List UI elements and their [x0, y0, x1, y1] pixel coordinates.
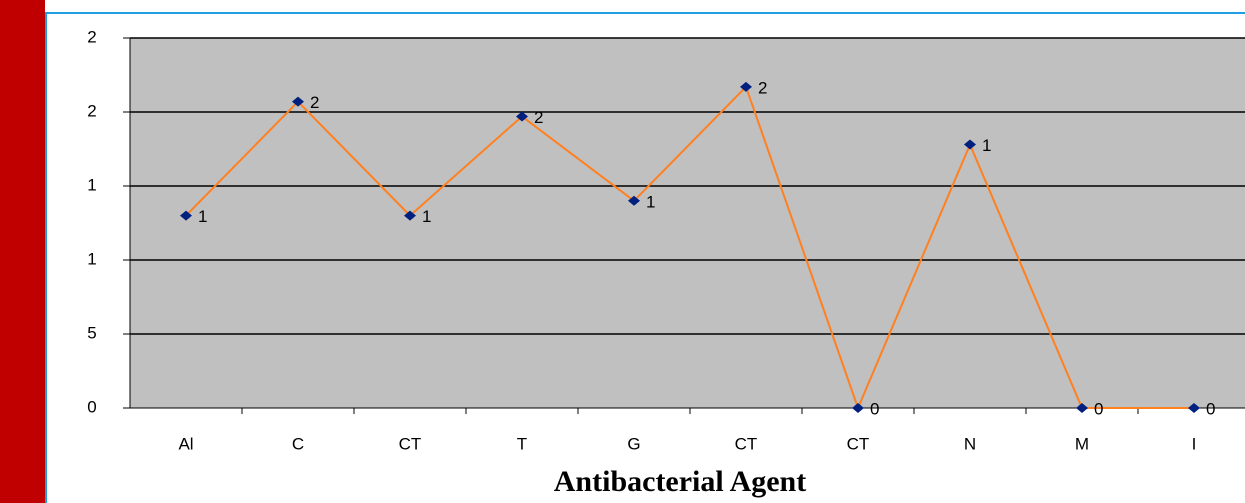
x-tick-label: I [1192, 434, 1197, 453]
point [292, 96, 304, 107]
data-label: 1 [198, 207, 207, 226]
point [852, 403, 864, 413]
y-tick-label: 5 [87, 323, 96, 342]
x-tick-label: Al [178, 434, 193, 453]
plot-area [130, 38, 1245, 408]
x-tick-label: CT [735, 434, 758, 453]
x-tick-label: C [292, 434, 304, 453]
data-label: 1 [422, 207, 431, 226]
x-tick-label: N [964, 434, 976, 453]
y-tick-label: 0 [87, 397, 96, 416]
x-axis-title: Antibacterial Agent [554, 465, 806, 498]
point [516, 111, 528, 122]
x-tick-label: G [627, 434, 640, 453]
data-label: 2 [758, 78, 767, 97]
y-tick-label: 1 [87, 175, 96, 194]
y-tick-label: 1 [87, 249, 96, 268]
data-label: 0 [1206, 399, 1215, 418]
point [404, 210, 416, 221]
point [1076, 403, 1088, 413]
data-label: 2 [310, 93, 319, 112]
point [1188, 403, 1200, 413]
x-tick-label: CT [399, 434, 422, 453]
x-tick-label: CT [847, 434, 870, 453]
y-tick-label: 2 [87, 27, 96, 46]
side-bar [0, 0, 45, 503]
point [740, 81, 752, 92]
data-label: 1 [646, 192, 655, 211]
series-line [185, 84, 1194, 411]
data-label: 0 [1094, 399, 1103, 418]
point [964, 139, 976, 150]
data-label: 0 [870, 399, 879, 418]
x-tick-label: M [1075, 434, 1089, 453]
point [180, 210, 192, 221]
point [628, 195, 640, 206]
y-tick-label: 2 [87, 101, 96, 120]
data-label: 2 [534, 108, 543, 127]
data-label: 1 [982, 136, 991, 155]
x-tick-label: T [517, 434, 527, 453]
